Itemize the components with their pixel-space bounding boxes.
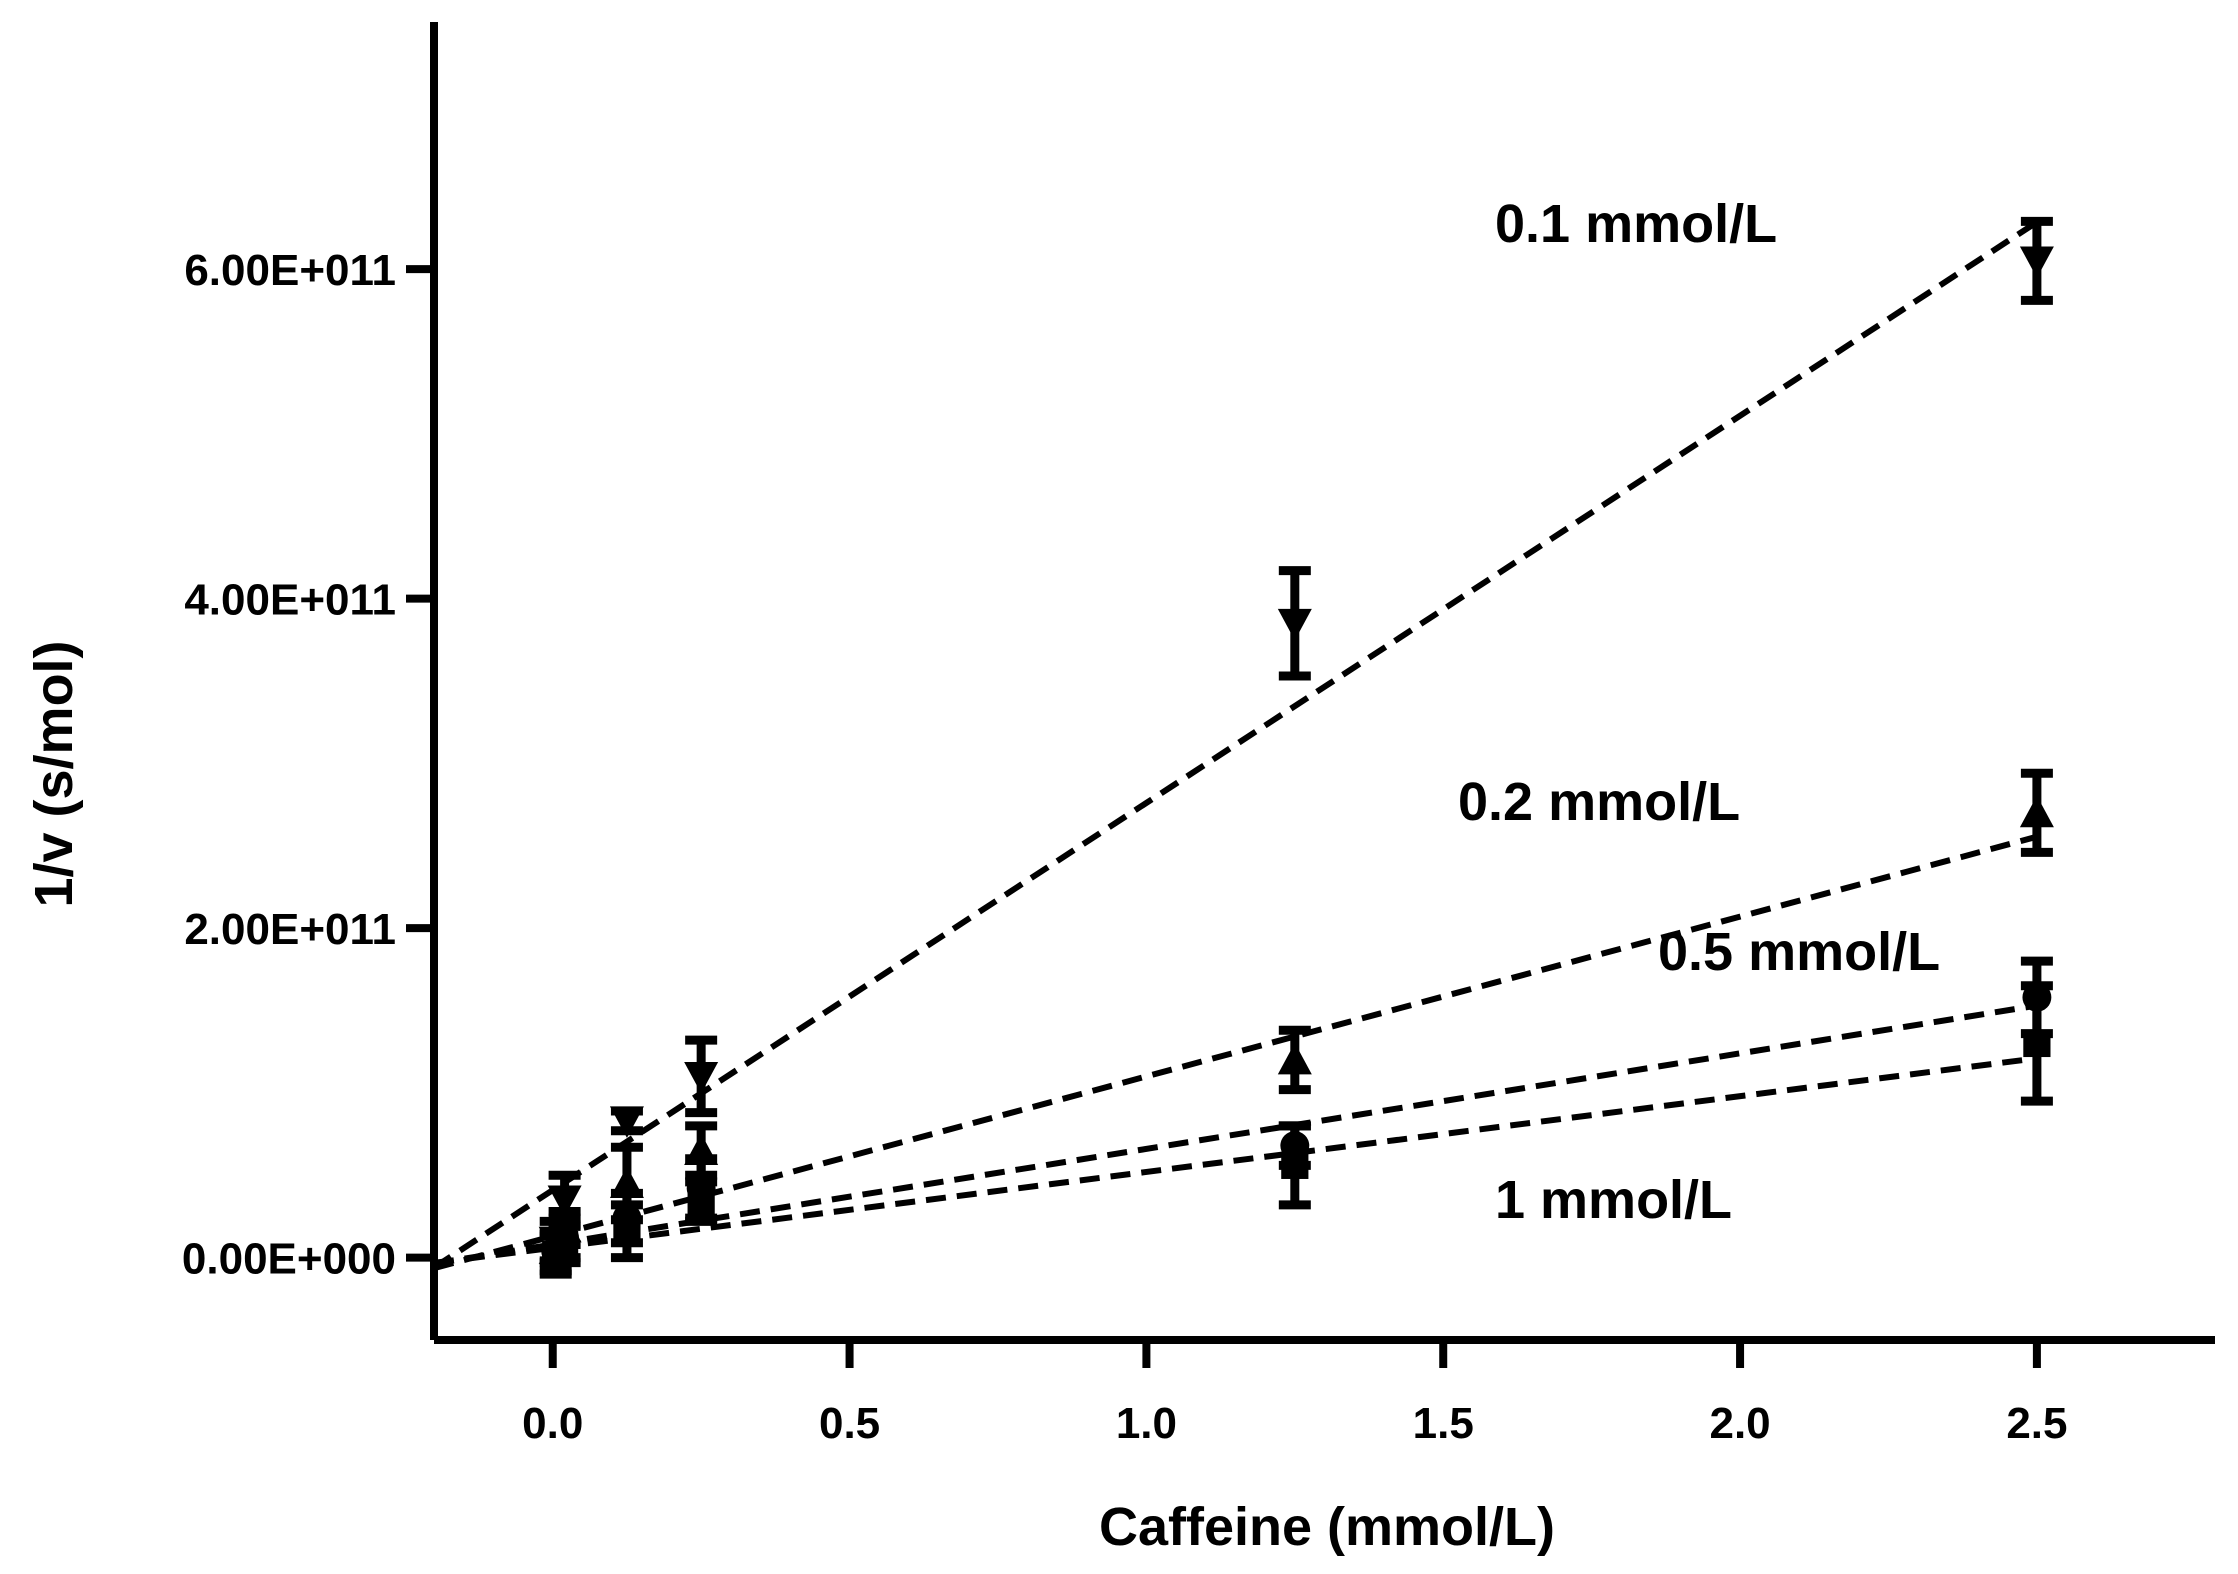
x-tick-label: 0.5 — [819, 1399, 880, 1448]
series-label-2: 0.2 mmol/L — [1458, 772, 1740, 832]
fit-line-3 — [433, 1002, 2038, 1267]
series-label-4: 1 mmol/L — [1495, 1170, 1732, 1230]
marker-circle — [2022, 982, 2052, 1012]
ticks: 0.0 0.5 1.0 1.5 2.0 2.5 0.00E+000 2.00E+011 4.00… — [182, 246, 2068, 1448]
marker-square — [613, 1217, 641, 1245]
marker-square — [687, 1188, 715, 1216]
x-tick-label: 2.5 — [2006, 1399, 2067, 1448]
marker-triangle-down — [1277, 608, 1312, 641]
marker-triangle-up — [2019, 795, 2054, 828]
marker-square — [1281, 1151, 1309, 1179]
y-axis-title: 1/v (s/mol) — [24, 640, 84, 907]
data-markers — [538, 246, 2054, 1268]
marker-triangle-down — [2019, 246, 2054, 278]
series-label-1: 0.1 mmol/L — [1495, 194, 1777, 254]
fit-lines — [432, 219, 2039, 1272]
x-axis-title: Caffeine (mmol/L) — [1099, 1497, 1555, 1557]
fit-line-2 — [433, 833, 2038, 1272]
y-tick-label: 4.00E+011 — [184, 576, 396, 625]
marker-triangle-down — [684, 1061, 719, 1094]
y-tick-label: 2.00E+011 — [184, 905, 396, 954]
fit-line-4 — [433, 1055, 2038, 1266]
y-tick-label: 0.00E+000 — [182, 1235, 396, 1284]
marker-triangle-down — [547, 1185, 582, 1217]
marker-square — [551, 1230, 579, 1259]
series-label-3: 0.5 mmol/L — [1658, 922, 1940, 982]
x-tick-label: 2.0 — [1709, 1399, 1770, 1448]
marker-triangle-up — [1277, 1042, 1312, 1075]
x-tick-label: 1.5 — [1413, 1399, 1474, 1448]
marker-triangle-up — [609, 1166, 644, 1198]
marker-triangle-down — [609, 1106, 644, 1138]
series-labels: 0.1 mmol/L 0.2 mmol/L 0.5 mmol/L 1 mmol/L — [1458, 194, 1940, 1230]
error-bars — [539, 216, 2053, 1279]
axes — [430, 22, 2215, 1344]
fit-line-1 — [432, 219, 2039, 1271]
marker-triangle-up — [684, 1133, 719, 1165]
y-tick-label: 6.00E+011 — [184, 246, 396, 295]
marker-square — [2023, 1029, 2051, 1058]
x-tick-label: 1.0 — [1116, 1399, 1177, 1448]
x-tick-label: 0.0 — [522, 1399, 583, 1448]
